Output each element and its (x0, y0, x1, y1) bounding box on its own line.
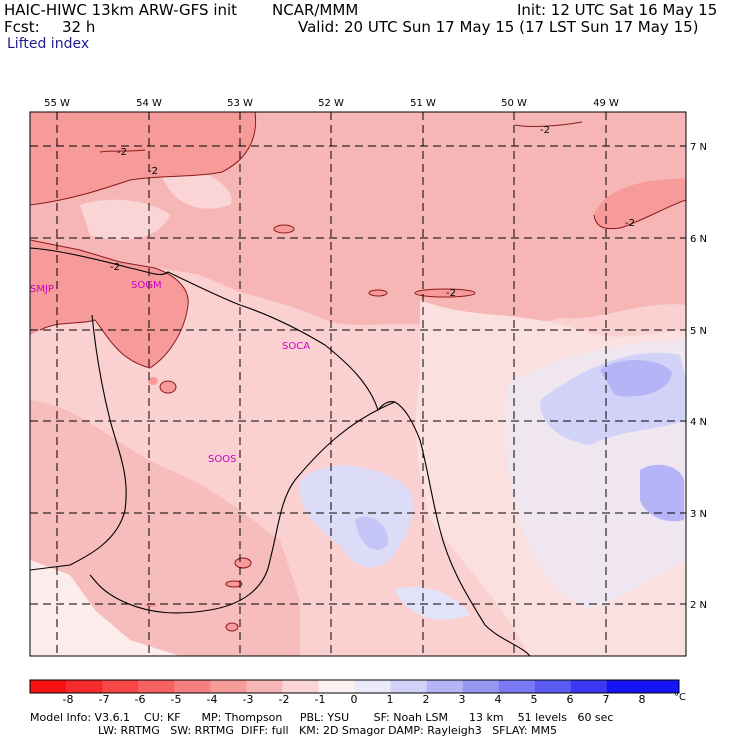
contour-value-labels: -2 -2 -2 -2 -2 -2 (110, 125, 635, 299)
colorbar-label: 5 (530, 693, 538, 706)
lon-label: 50 W (501, 98, 527, 109)
lat-lon-grid (30, 112, 686, 656)
valid-time: Valid: 20 UTC Sun 17 May 15 (17 LST Sun … (298, 18, 699, 36)
colorbar (30, 680, 680, 693)
contour-label: -2 (540, 125, 550, 136)
colorbar-label: -2 (278, 693, 290, 706)
field-name: Lifted index (7, 36, 90, 52)
model-info-line2: LW: RRTMG SW: RRTMG DIFF: full KM: 2D Sm… (98, 724, 558, 737)
contour-label: -2 (446, 288, 456, 299)
colorbar-unit: °C (674, 692, 686, 703)
station-label: SMJP (30, 284, 54, 295)
colorbar-swatch (570, 680, 608, 693)
colorbar-swatch (606, 680, 644, 693)
lon-label: 55 W (44, 98, 70, 109)
lat-label: 5 N (690, 326, 707, 337)
lon-label: 53 W (227, 98, 253, 109)
colorbar-swatch (30, 680, 67, 693)
colorbar-swatch (138, 680, 175, 693)
station-label: SOGM (131, 280, 162, 291)
lon-label: 54 W (136, 98, 162, 109)
lat-label: 6 N (690, 234, 707, 245)
model-info-line1: Model Info: V3.6.1 CU: KF MP: Thompson P… (30, 711, 614, 724)
colorbar-label: -3 (242, 693, 254, 706)
contour-label: -2 (110, 262, 120, 273)
colorbar-swatch (282, 680, 319, 693)
lon-label: 52 W (318, 98, 344, 109)
colorbar-label: 2 (422, 693, 430, 706)
init-time: Init: 12 UTC Sat 16 May 15 (517, 1, 718, 19)
station-label: SOOS (208, 454, 236, 465)
colorbar-label: 3 (458, 693, 466, 706)
colorbar-swatch (426, 680, 464, 693)
contour-lines (30, 112, 686, 632)
colorbar-swatch (498, 680, 536, 693)
contour-label: -2 (117, 147, 127, 158)
colorbar-label: 7 (602, 693, 610, 706)
colorbar-label: 8 (638, 693, 646, 706)
coastline-borders (30, 247, 531, 656)
contour-label: -2 (148, 166, 158, 177)
colorbar-swatch (174, 680, 211, 693)
colorbar-label: 6 (566, 693, 574, 706)
contour-label: -2 (625, 218, 635, 229)
colorbar-label: -4 (206, 693, 218, 706)
colorbar-swatch (246, 680, 283, 693)
model-title: HAIC-HIWC 13km ARW-GFS init (4, 1, 238, 19)
map-frame (29, 111, 687, 657)
colorbar-swatch (102, 680, 139, 693)
lon-label: 51 W (410, 98, 436, 109)
station-label: SOCA (282, 341, 310, 352)
colorbar-label: -5 (170, 693, 182, 706)
lat-label: 2 N (690, 600, 707, 611)
colorbar-label: 4 (494, 693, 502, 706)
colorbar-swatch (354, 680, 392, 693)
colorbar-label: -8 (62, 693, 74, 706)
colorbar-label: -7 (98, 693, 110, 706)
colorbar-swatch (210, 680, 247, 693)
org-label: NCAR/MMM (272, 1, 359, 19)
lat-label: 3 N (690, 509, 707, 520)
colorbar-swatch (318, 680, 355, 693)
colorbar-label: 1 (386, 693, 394, 706)
lat-label: 7 N (690, 142, 707, 153)
colorbar-label: -1 (314, 693, 326, 706)
colorbar-swatch (390, 680, 428, 693)
colorbar-label: 0 (350, 693, 358, 706)
longitude-labels: 55 W 54 W 53 W 52 W 51 W 50 W 49 W (44, 98, 619, 109)
forecast-label: Fcst: (4, 18, 40, 36)
lon-label: 49 W (593, 98, 619, 109)
lat-label: 4 N (690, 417, 707, 428)
colorbar-swatch (462, 680, 500, 693)
colorbar-swatch (642, 680, 680, 693)
colorbar-swatch (66, 680, 103, 693)
shaded-field (30, 112, 686, 656)
latitude-labels: 7 N 6 N 5 N 4 N 3 N 2 N (690, 142, 707, 611)
colorbar-frame (29, 679, 680, 694)
forecast-hour: 32 h (62, 18, 96, 36)
station-labels: SMJP SOGM SOCA SOOS (30, 280, 310, 465)
colorbar-label: -6 (134, 693, 146, 706)
colorbar-swatch (534, 680, 572, 693)
